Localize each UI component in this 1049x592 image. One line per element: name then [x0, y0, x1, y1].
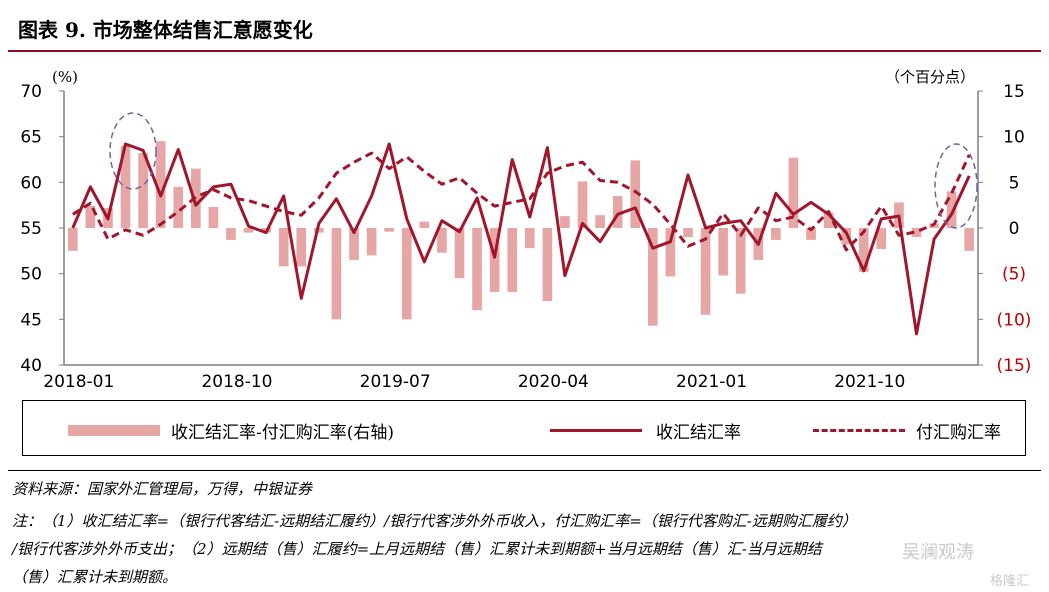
bar-spread	[472, 228, 482, 311]
bar-spread	[735, 228, 746, 294]
bar-spread	[577, 181, 588, 228]
x-axis-tick-label: 2018-01	[43, 372, 114, 392]
bar-spread	[296, 228, 307, 267]
source-divider	[8, 470, 1041, 471]
bar-spread	[876, 228, 887, 250]
left-axis-unit: (%)	[52, 68, 78, 86]
left-axis-tick-label: 55	[20, 219, 42, 239]
bar-spread	[560, 216, 570, 228]
legend-swatch-solid-line	[550, 429, 642, 432]
bar-spread	[647, 228, 658, 326]
left-axis-tick-label: 40	[20, 356, 42, 376]
bar-spread	[911, 228, 922, 238]
watermark-wechat: 吴澜观涛	[902, 542, 974, 563]
highlight-circle-2018	[109, 112, 157, 190]
bar-spread	[771, 228, 781, 240]
title-divider	[8, 50, 1041, 52]
chart-legend: 收汇结汇率-付汇购汇率(右轴) 收汇结汇率 付汇购汇率	[22, 400, 1026, 456]
bar-spread	[243, 228, 254, 233]
bar-spread	[946, 191, 957, 228]
left-axis-tick-label: 45	[20, 310, 42, 330]
line-series-settlement-rate	[71, 142, 971, 336]
bar-spread	[349, 228, 359, 260]
bar-spread	[630, 160, 641, 228]
bar-spread	[964, 228, 975, 251]
bar-spread	[173, 186, 184, 228]
bar-spread	[120, 145, 131, 228]
bar-spread	[208, 206, 219, 228]
x-axis-tick-label: 2020-04	[518, 372, 589, 392]
bar-spread	[524, 228, 535, 249]
right-axis-unit: （个百分点）	[885, 68, 975, 86]
left-axis-tick-label: 50	[20, 265, 42, 285]
bar-spread	[155, 141, 166, 228]
bar-spread	[612, 196, 623, 228]
bar-spread	[67, 228, 78, 251]
bar-spread	[700, 228, 711, 315]
bar-spread	[314, 228, 324, 233]
x-axis-tick-label: 2021-01	[676, 372, 747, 392]
highlight-circle-2022	[934, 143, 978, 229]
legend-swatch-dashed-line	[813, 429, 905, 432]
bar-spread	[437, 228, 447, 253]
bar-spread	[138, 153, 148, 228]
bar-spread	[788, 157, 799, 228]
legend-label-dashed-line: 付汇购汇率	[916, 423, 1001, 443]
right-axis-tick-label: (15)	[997, 356, 1032, 376]
bar-spread	[718, 228, 728, 276]
bar-spread	[507, 228, 518, 292]
bar-spread	[542, 228, 553, 302]
bar-spread	[419, 221, 430, 228]
footnote-line-1: 注：（1）收汇结汇率=（银行代客结汇-远期结汇履约）/银行代客涉外外币收入，付汇…	[12, 512, 857, 530]
source-note: 资料来源：国家外汇管理局，万得，中银证券	[12, 480, 313, 498]
bar-spread	[595, 215, 605, 228]
bar-spread	[331, 228, 342, 320]
legend-label-solid-line: 收汇结汇率	[656, 423, 741, 443]
bar-spread	[85, 206, 96, 228]
x-axis-tick-label: 2021-10	[834, 372, 905, 392]
left-axis-tick-label: 60	[20, 173, 42, 193]
legend-swatch-bar	[68, 425, 160, 436]
bar-spread	[806, 228, 816, 240]
figure-title: 图表 9. 市场整体结售汇意愿变化	[18, 18, 313, 42]
left-axis-tick-label: 65	[20, 128, 42, 148]
right-axis-tick-label: (10)	[997, 310, 1032, 330]
right-axis-tick-label: (5)	[1002, 265, 1026, 285]
watermark-site: 格隆汇	[990, 574, 1030, 589]
bar-spread	[841, 228, 852, 245]
right-axis-tick-label: 5	[1009, 173, 1020, 193]
x-axis-tick-label: 2018-10	[201, 372, 272, 392]
bar-spread	[454, 228, 465, 279]
bar-spread	[384, 228, 395, 232]
right-axis-tick-label: 0	[1009, 219, 1020, 239]
x-axis-tick-label: 2019-07	[360, 372, 431, 392]
bar-spread	[489, 228, 500, 292]
bar-spread	[858, 228, 869, 272]
footnote-line-2: /银行代客涉外外币支出；（2）远期结（售）汇履约=上月远期结（售）汇累计未到期额…	[12, 540, 822, 558]
bar-spread	[665, 228, 676, 277]
right-axis-tick-label: 15	[1003, 82, 1025, 102]
legend-label-bar: 收汇结汇率-付汇购汇率(右轴)	[171, 423, 395, 443]
bar-spread	[683, 228, 693, 238]
line-series-purchase-rate	[72, 151, 971, 252]
bar-spread	[366, 228, 377, 256]
chart-canvas: (%) （个百分点） 40 45 50 55 60 65 70 (15) (10) (5) 0 5 1…	[20, 68, 1032, 392]
bar-spread	[226, 228, 236, 240]
bar-spread	[823, 212, 834, 228]
right-axis-tick-label: 10	[1003, 128, 1025, 148]
left-axis-tick-label: 70	[20, 82, 42, 102]
bar-spread	[401, 228, 412, 320]
bar-spread	[278, 228, 289, 267]
footnote-line-3: （售）汇累计未到期额。	[12, 568, 178, 586]
